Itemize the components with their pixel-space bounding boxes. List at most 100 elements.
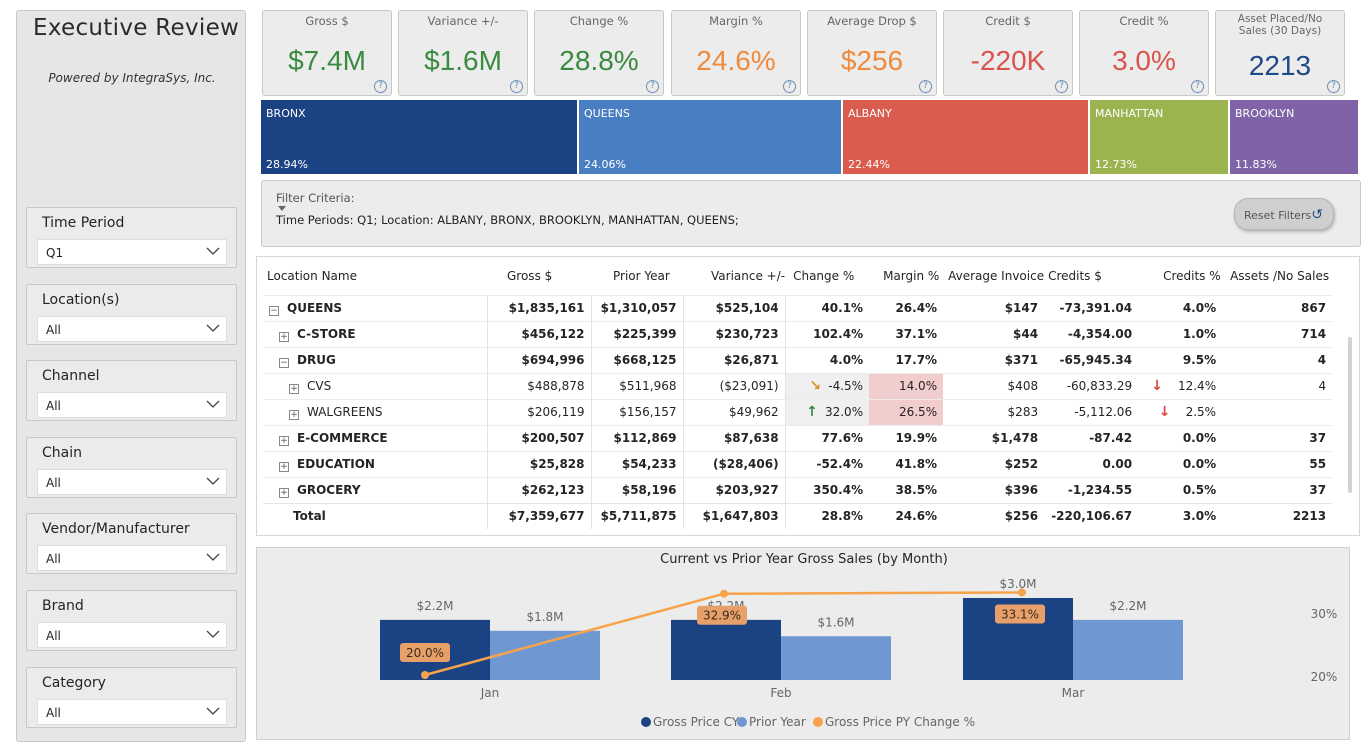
bar-py-feb[interactable] (781, 636, 891, 680)
change-pct-point[interactable] (421, 671, 429, 679)
table-row[interactable]: + EDUCATION $25,828 $54,233 ($28,406) -52.4% 4… (263, 450, 1333, 477)
treemap-tile-queens[interactable]: QUEENS 24.06% (579, 100, 841, 174)
help-icon[interactable]: ? (1191, 80, 1204, 93)
row-name: C-STORE (297, 326, 356, 341)
column-header[interactable]: Credits % (1163, 269, 1221, 283)
treemap-tile-brooklyn[interactable]: BROOKLYN 11.83% (1230, 100, 1358, 174)
cell-assets: 55 (1222, 450, 1333, 477)
bar-py-jan[interactable] (490, 630, 600, 680)
table-row[interactable]: − QUEENS $1,835,161 $1,310,057 $525,104 40.1%… (263, 294, 1333, 321)
slicer-vendor-manufacturer: Vendor/Manufacturer All (26, 513, 237, 574)
bar-cy-label: $3.0M (999, 577, 1036, 591)
help-icon[interactable]: ? (1055, 80, 1068, 93)
treemap-tile-albany[interactable]: ALBANY 22.44% (843, 100, 1088, 174)
expand-icon[interactable]: + (279, 461, 289, 472)
column-header[interactable]: Average Invoice (948, 269, 1045, 283)
table-row[interactable]: + C-STORE $456,122 $225,399 $230,723 102.4% 37… (263, 320, 1333, 347)
cell-prior: $58,196 (591, 476, 684, 503)
row-name-cell: + CVS (263, 372, 488, 399)
help-icon[interactable]: ? (646, 80, 659, 93)
cell-margin: 17.7% (869, 346, 944, 373)
cell-gross: $200,507 (487, 424, 592, 451)
cell-variance: $203,927 (683, 476, 786, 503)
change-pct-label-bg (400, 643, 450, 662)
bar-cy-feb[interactable] (671, 619, 781, 680)
chart-title: Current vs Prior Year Gross Sales (by Mo… (660, 552, 948, 567)
slicer-dropdown[interactable]: All (37, 392, 227, 418)
cell-margin: 41.8% (869, 450, 944, 477)
help-icon[interactable]: ? (510, 80, 523, 93)
treemap-tile-manhattan[interactable]: MANHATTAN 12.73% (1090, 100, 1228, 174)
trend-down-icon: ↘ (809, 378, 822, 394)
slicer-label: Chain (42, 445, 82, 461)
x-tick-label: Feb (770, 686, 791, 700)
slicer-dropdown[interactable]: All (37, 699, 227, 725)
expand-icon[interactable]: + (279, 331, 289, 342)
cell-prior: $511,968 (591, 372, 684, 399)
reset-filters-button[interactable]: Reset Filters ↺ (1234, 198, 1334, 230)
help-icon[interactable]: ? (783, 80, 796, 93)
bar-py-mar[interactable] (1073, 619, 1183, 680)
kpi-value: -220K (970, 45, 1046, 76)
chevron-down-icon (206, 247, 220, 255)
slicer-value: All (46, 399, 61, 413)
kpi-label: Change % (569, 14, 629, 28)
column-header[interactable]: Prior Year (613, 269, 670, 283)
expand-icon[interactable]: + (289, 409, 299, 420)
slicer-dropdown[interactable]: All (37, 622, 227, 648)
table-scrollbar[interactable] (1348, 337, 1352, 493)
collapse-icon[interactable]: − (279, 357, 289, 368)
table-row[interactable]: − DRUG $694,996 $668,125 $26,871 4.0% 17.7% $37… (263, 346, 1333, 373)
cell-prior: $1,310,057 (591, 294, 684, 321)
slicer-dropdown[interactable]: All (37, 469, 227, 495)
column-header[interactable]: Variance +/- (711, 269, 786, 283)
column-header[interactable]: Assets /No Sales (1230, 269, 1330, 283)
cell-credits: -60,833.29 (1044, 372, 1139, 399)
column-header[interactable]: Credits $ (1048, 269, 1102, 283)
cell-margin: 37.1% (869, 320, 944, 347)
table-row[interactable]: + CVS $488,878 $511,968 ($23,091) ↘ -4.5% 14.0%… (263, 372, 1333, 399)
slicer-time-period: Time Period Q1 (26, 207, 237, 268)
cell-prior: $112,869 (591, 424, 684, 451)
cell-credits_pct: ↓ 2.5% (1138, 398, 1223, 425)
expand-icon[interactable]: + (279, 487, 289, 498)
cell-variance: $87,638 (683, 424, 786, 451)
total-assets: 2213 (1222, 502, 1333, 529)
treemap-tile-bronx[interactable]: BRONX 28.94% (261, 100, 577, 174)
slicer-value: All (46, 476, 61, 490)
column-header[interactable]: Margin % (883, 269, 940, 283)
expand-icon[interactable]: + (289, 383, 299, 394)
cell-assets: 867 (1222, 294, 1333, 321)
legend-marker[interactable] (737, 717, 747, 727)
legend-marker[interactable] (641, 717, 651, 727)
cell-variance: $49,962 (683, 398, 786, 425)
change-pct-point[interactable] (1018, 588, 1026, 597)
powered-by-text: Powered by IntegraSys, Inc. (48, 71, 216, 85)
collapse-icon[interactable]: − (269, 305, 279, 316)
table-row[interactable]: + E-COMMERCE $200,507 $112,869 $87,638 77.6% 1… (263, 424, 1333, 451)
help-icon[interactable]: ? (1327, 80, 1340, 93)
row-name: E-COMMERCE (297, 430, 388, 445)
legend-marker[interactable] (813, 717, 823, 727)
slicer-channel: Channel All (26, 360, 237, 421)
bar-py-label: $1.6M (817, 615, 854, 629)
column-header[interactable]: Gross $ (507, 269, 553, 283)
expand-icon[interactable]: + (279, 435, 289, 446)
cell-avg: $408 (943, 372, 1045, 399)
column-header[interactable]: Location Name (267, 269, 357, 283)
table-row[interactable]: + WALGREENS $206,119 $156,157 $49,962 ↑ 32.0% 2… (263, 398, 1333, 425)
help-icon[interactable]: ? (374, 80, 387, 93)
cell-avg: $147 (943, 294, 1045, 321)
row-name-cell: + E-COMMERCE (263, 424, 488, 451)
change-pct-point[interactable] (720, 589, 728, 598)
slicer-label: Brand (42, 598, 84, 614)
cell-gross: $262,123 (487, 476, 592, 503)
column-header[interactable]: Change % (793, 269, 855, 283)
collapse-arrow-icon[interactable] (278, 206, 286, 211)
filter-criteria-title: Filter Criteria: (276, 191, 355, 205)
slicer-dropdown[interactable]: All (37, 545, 227, 571)
slicer-dropdown[interactable]: Q1 (37, 239, 227, 265)
help-icon[interactable]: ? (919, 80, 932, 93)
table-row[interactable]: + GROCERY $262,123 $58,196 $203,927 350.4% 38.… (263, 476, 1333, 503)
slicer-dropdown[interactable]: All (37, 316, 227, 342)
